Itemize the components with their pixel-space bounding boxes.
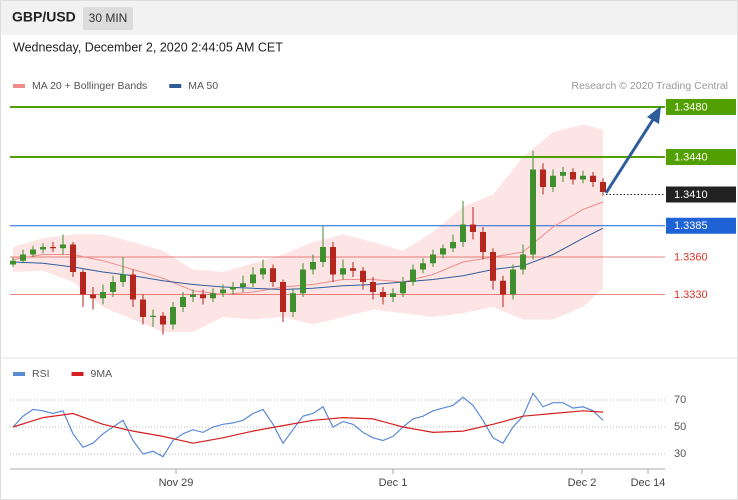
candle-body [380,292,386,297]
indicator-line [12,410,604,444]
candle-body [10,260,16,265]
candle-body [490,252,496,281]
x-tick-label: Dec 2 [568,477,597,489]
candle-body [400,282,406,294]
candle-body [600,182,606,192]
candle-body [110,282,116,292]
ma-line [12,201,604,296]
candle-body [190,294,196,297]
candle-body [210,293,216,299]
candle-body [310,262,316,270]
x-tick-label: Dec 14 [631,477,666,489]
candle-body [370,282,376,292]
level-box [666,217,736,234]
candle-body [480,232,486,252]
indicator-line [12,392,604,458]
candle-body [290,293,296,312]
candle-body [180,297,186,307]
y-tick-label: 70 [674,394,686,406]
level-label: 1.3360 [674,251,708,263]
candle-body [530,169,536,255]
legend-label: MA 50 [188,80,218,92]
candle-body [520,254,526,270]
candle-body [140,299,146,317]
candle-body [470,224,476,232]
x-tick-label: Dec 1 [379,477,408,489]
x-tick-label: Nov 29 [159,477,194,489]
last-price-box [666,186,736,203]
candle-body [120,274,126,282]
level-box [666,99,736,115]
candle-body [250,274,256,284]
candle-body [100,292,106,299]
last-price-label: 1.3410 [674,189,708,201]
y-tick-label: 30 [674,448,686,460]
candle-body [300,269,306,294]
level-label: 1.3385 [674,220,708,232]
candle-body [30,249,36,255]
interval: 30 MIN [89,11,128,25]
candle-body [70,244,76,272]
candle-body [440,248,446,255]
level-box [666,149,736,165]
candle-body [20,254,26,261]
candle-body [460,224,466,242]
price-panel: MA 20 + Bollinger Bands MA 50 1.3480 1.3440… [10,80,736,335]
legend-label: RSI [32,368,50,380]
candle-body [540,169,546,187]
candle-body [160,315,166,325]
candle-body [360,270,366,282]
candle-body [450,242,456,249]
legend-label: MA 20 + Bollinger Bands [32,80,147,92]
level-label: 1.3330 [674,289,708,301]
candle-body [60,244,66,249]
candle-body [260,268,266,275]
candle-body [320,247,326,262]
candle-body [270,268,276,282]
candle-body [200,294,206,299]
candle-body [130,274,136,300]
forecast-arrowhead [647,106,661,124]
level-label: 1.3440 [674,151,708,163]
candle-body [430,254,436,264]
candle-body [170,307,176,325]
candle-body [40,247,46,250]
candle-body [340,268,346,275]
candle-body [510,269,516,295]
candle-body [420,263,426,270]
legend-label: 9MA [91,368,113,380]
candle-body [280,282,286,312]
candle-body [230,287,236,290]
candle-body [570,172,576,180]
rsi-panel: RSI 9MA 30 50 70 Nov 29 Dec 1 Dec 2 Dec 14 [10,368,686,489]
candle-body [80,272,86,295]
candle-body [330,247,336,275]
symbol: GBP/USD [12,9,76,25]
candle-body [580,175,586,180]
candle-body [350,268,356,271]
candle-body [50,247,56,249]
credit: Research © 2020 Trading Central [571,80,728,92]
date: Wednesday, December 2, 2020 2:44:05 AM C… [13,40,283,54]
level-label: 1.3480 [674,101,708,113]
y-tick-label: 50 [674,421,686,433]
candle-body [550,175,556,187]
candle-body [220,289,226,294]
candle-body [500,280,506,295]
interval-badge[interactable] [83,7,133,30]
candle-body [390,293,396,297]
candle-body [590,175,596,182]
candle-body [150,315,156,317]
candle-body [410,269,416,282]
candle-body [560,172,566,176]
candle-body [90,294,96,299]
candle-body [240,283,246,287]
forecast-arrow [604,117,656,194]
